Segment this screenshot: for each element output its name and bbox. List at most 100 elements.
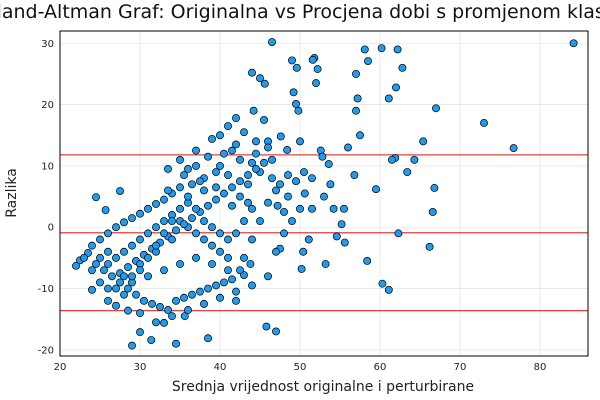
data-point [204,284,212,293]
data-point [120,272,128,281]
data-point [164,306,172,314]
data-point [236,155,244,164]
data-point [403,168,412,176]
data-point [569,39,578,48]
data-point [308,204,316,213]
data-point [88,241,96,250]
data-point [240,128,248,137]
data-point [136,209,144,218]
data-point [419,137,428,146]
data-point [112,253,120,262]
data-point [232,140,240,149]
data-point [192,146,200,155]
data-point [228,201,236,210]
data-point [172,226,180,235]
data-point [152,318,160,327]
data-point [244,171,252,180]
data-point [172,339,180,348]
data-point [248,158,256,167]
data-point [208,223,216,232]
data-point [212,195,220,204]
y-tick-label: 0 [48,223,54,234]
data-point [136,309,144,318]
data-point [388,155,396,164]
data-point [340,238,349,247]
data-point [88,266,96,275]
data-point [300,189,309,198]
data-point [273,201,282,210]
data-point [289,88,298,97]
data-point [248,281,256,290]
data-point [112,284,120,293]
data-point [318,152,327,161]
data-point [200,299,208,308]
plot-frame [59,30,589,357]
data-point [264,198,272,207]
data-point [92,193,100,202]
data-point [252,137,260,146]
data-point [220,149,228,158]
data-point [200,217,208,226]
data-point [100,266,108,275]
data-point [324,160,333,169]
data-point [188,180,196,189]
data-point [268,38,276,46]
data-point [329,204,338,213]
data-point [430,184,439,192]
data-point [276,180,284,189]
data-point [176,155,184,164]
data-point [220,278,228,287]
data-point [176,183,184,192]
data-point [196,177,204,186]
data-point [224,122,232,130]
data-point [252,149,260,158]
data-point [320,192,328,201]
data-point [136,235,144,244]
data-point [164,186,172,195]
data-point [244,180,252,189]
data-point [268,174,276,183]
data-point [248,235,256,244]
data-point [252,165,260,173]
data-point [212,168,220,176]
data-point [124,284,132,293]
x-tick-label: 50 [294,362,307,373]
data-point [152,199,160,208]
chart-title: Bland-Altman Graf: Originalna vs Procjen… [0,1,600,23]
data-point [92,260,100,268]
data-point [160,266,168,275]
data-point [232,229,240,238]
data-point [168,217,176,226]
data-point [425,242,434,251]
data-point [509,144,518,153]
data-point [184,306,192,314]
data-point [256,74,264,83]
y-tick-label: 10 [41,161,54,172]
data-point [168,235,176,244]
data-point [216,247,224,256]
data-point [96,278,104,287]
data-point [350,171,359,180]
data-point [256,217,264,226]
data-point [216,161,224,170]
x-axis-label: Srednja vrijednost originalne i perturbi… [172,379,474,395]
data-point [128,241,136,250]
data-point [377,44,386,53]
data-point [337,220,346,229]
data-point [244,198,252,207]
data-point [280,229,288,238]
data-point [120,218,128,227]
data-point [272,247,280,256]
data-point [232,287,240,296]
data-point [140,296,148,305]
data-point [228,275,236,284]
data-point [288,56,296,65]
data-point [352,106,360,115]
data-point [264,143,272,152]
data-point [308,174,316,183]
data-point [208,260,216,268]
data-point [128,272,136,281]
data-point [264,272,272,281]
data-point [344,143,352,152]
data-point [72,261,80,270]
